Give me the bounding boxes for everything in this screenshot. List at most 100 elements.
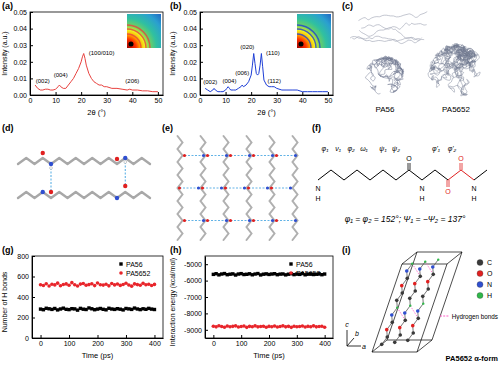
atom-n <box>225 219 228 222</box>
tick-mark <box>277 92 278 95</box>
atom <box>395 299 399 303</box>
tick: 200 <box>264 335 276 347</box>
torsion-label: ν₁ <box>335 145 342 152</box>
atom-o <box>206 219 209 222</box>
hydrogen-bond <box>208 220 227 221</box>
atom-n <box>294 219 297 222</box>
bond-chain <box>318 170 448 180</box>
panel-label: (b) <box>170 1 182 11</box>
tick: -9000 <box>184 327 208 334</box>
tick-mark <box>205 297 208 298</box>
tick: 200 <box>17 314 35 321</box>
tick: 0.01 <box>13 75 33 82</box>
x-axis-title: 2θ (°) <box>257 108 276 117</box>
atom <box>437 258 439 260</box>
tick-mark <box>32 256 35 257</box>
plot-frame <box>205 256 333 338</box>
plot-frame <box>30 12 163 95</box>
tick-mark <box>41 335 42 338</box>
axis-name: c <box>345 321 349 328</box>
torsion-label: φ'₁ <box>432 145 441 153</box>
data-point <box>323 325 327 329</box>
atom-label: O <box>445 188 451 195</box>
tick-mark <box>200 12 203 13</box>
atom-o <box>247 186 250 189</box>
panel-label: (d) <box>2 123 14 133</box>
hydrogen-bond <box>125 162 126 186</box>
atom <box>390 313 394 317</box>
tick-label: 200 <box>264 340 276 347</box>
atom-o <box>229 219 232 222</box>
data-point <box>153 283 157 287</box>
axis-name: a <box>362 343 366 350</box>
atom <box>416 309 420 313</box>
tick: 400 <box>149 335 161 347</box>
polymer-strand <box>359 27 422 40</box>
panel-label: (e) <box>162 123 173 133</box>
molecule-chain <box>247 136 252 240</box>
hydrogen-bond <box>277 155 296 156</box>
data-point <box>44 282 48 286</box>
peak-label: (002) <box>203 79 217 85</box>
atom-o <box>183 219 186 222</box>
data-line <box>205 54 328 92</box>
panel-e: (e) <box>162 123 298 240</box>
tick-label: 0.05 <box>183 9 197 16</box>
tick-mark <box>158 92 159 95</box>
tick-mark <box>132 92 133 95</box>
tick-mark <box>98 335 99 338</box>
data-point <box>67 283 71 287</box>
x-axis-title: Time (ps) <box>82 351 114 360</box>
tick-mark <box>30 12 33 13</box>
double-bond <box>408 163 409 170</box>
tick-mark <box>200 45 203 46</box>
atom <box>418 275 422 279</box>
peak-label: (004) <box>222 78 236 84</box>
figure-svg: 010203040500.000.010.020.030.040.05(002)… <box>0 0 500 366</box>
torsion-label: φ₁ <box>322 145 330 153</box>
atom-o <box>183 154 186 157</box>
tick-mark <box>269 335 270 338</box>
hydrogen-bond <box>254 220 273 221</box>
panel-label: (i) <box>342 245 351 255</box>
atom-n <box>271 154 274 157</box>
atom-n <box>248 219 251 222</box>
atom-o <box>224 186 227 189</box>
hydrogen-bond <box>226 188 245 189</box>
tick: 600 <box>17 273 35 280</box>
panel-i: (i)CONHHydrogen bondsPA5652 α-formabc <box>342 245 498 363</box>
cell-edge <box>432 252 462 340</box>
data-point <box>153 308 156 311</box>
legend-marker <box>119 271 123 275</box>
legend-label: PA56 <box>296 261 313 268</box>
atom-label: O <box>406 155 412 162</box>
tick: 20 <box>248 92 256 104</box>
tick-mark <box>30 95 33 96</box>
y-axis: 0.000.010.020.030.040.05 <box>183 9 203 99</box>
atom-n <box>266 186 269 189</box>
tick-mark <box>32 297 35 298</box>
tick: 300 <box>291 335 303 347</box>
tick: 0 <box>25 335 35 342</box>
atom-o <box>270 186 273 189</box>
atom <box>409 304 411 306</box>
plot-frame <box>200 12 333 95</box>
tick: 50 <box>324 92 332 104</box>
tick-mark <box>328 92 329 95</box>
tick-label: 800 <box>17 253 29 260</box>
atom-n <box>202 154 205 157</box>
inset-ring <box>297 25 320 48</box>
tick: 30 <box>103 92 111 104</box>
axis-name: b <box>355 330 359 337</box>
tick-mark <box>205 281 208 282</box>
tick-mark <box>30 62 33 63</box>
polymer-strand <box>361 23 426 29</box>
atom-label: H <box>471 195 476 202</box>
atom-o <box>206 154 209 157</box>
atom-o <box>49 190 53 194</box>
panel-label: (a) <box>2 1 13 11</box>
tick: 50 <box>154 92 162 104</box>
molecule-chain <box>293 136 298 240</box>
axis-arrow <box>347 346 361 347</box>
tick: 0.01 <box>183 75 203 82</box>
